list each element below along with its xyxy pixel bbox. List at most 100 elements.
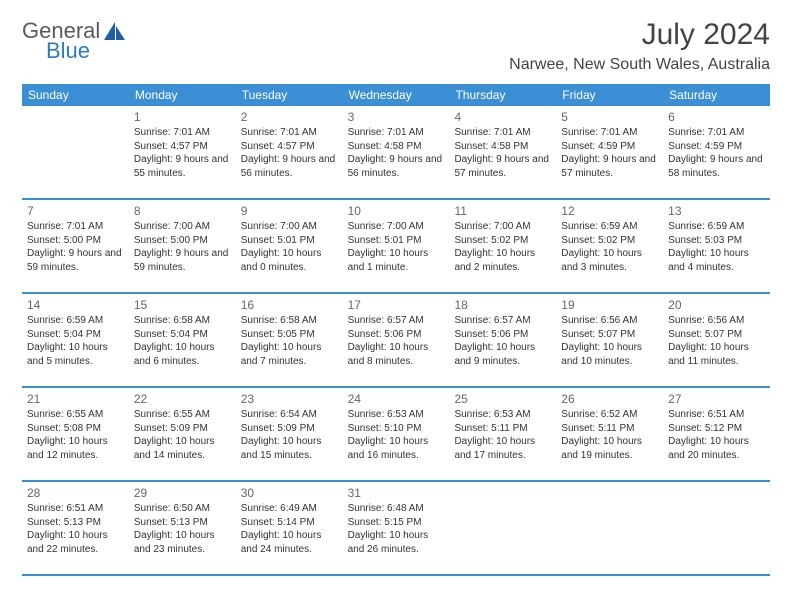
location: Narwee, New South Wales, Australia — [509, 56, 770, 74]
day-number: 29 — [134, 485, 231, 501]
month-title: July 2024 — [509, 18, 770, 52]
day-number: 14 — [27, 297, 124, 313]
day-number: 31 — [348, 485, 445, 501]
day-info: Sunrise: 6:53 AMSunset: 5:10 PMDaylight:… — [348, 408, 445, 462]
day-cell — [663, 482, 770, 574]
day-cell: 23Sunrise: 6:54 AMSunset: 5:09 PMDayligh… — [236, 388, 343, 480]
day-info: Sunrise: 6:51 AMSunset: 5:13 PMDaylight:… — [27, 502, 124, 556]
day-cell: 24Sunrise: 6:53 AMSunset: 5:10 PMDayligh… — [343, 388, 450, 480]
weekday-header: SundayMondayTuesdayWednesdayThursdayFrid… — [22, 84, 770, 106]
day-cell — [449, 482, 556, 574]
day-info: Sunrise: 6:58 AMSunset: 5:04 PMDaylight:… — [134, 314, 231, 368]
day-info: Sunrise: 7:01 AMSunset: 4:59 PMDaylight:… — [668, 126, 765, 180]
day-info: Sunrise: 6:56 AMSunset: 5:07 PMDaylight:… — [668, 314, 765, 368]
day-number: 24 — [348, 391, 445, 407]
day-cell: 15Sunrise: 6:58 AMSunset: 5:04 PMDayligh… — [129, 294, 236, 386]
header: General Blue July 2024 Narwee, New South… — [22, 18, 770, 74]
day-number: 16 — [241, 297, 338, 313]
day-number: 27 — [668, 391, 765, 407]
day-cell: 19Sunrise: 6:56 AMSunset: 5:07 PMDayligh… — [556, 294, 663, 386]
day-number: 22 — [134, 391, 231, 407]
day-info: Sunrise: 6:59 AMSunset: 5:02 PMDaylight:… — [561, 220, 658, 274]
day-cell: 16Sunrise: 6:58 AMSunset: 5:05 PMDayligh… — [236, 294, 343, 386]
day-cell: 25Sunrise: 6:53 AMSunset: 5:11 PMDayligh… — [449, 388, 556, 480]
day-cell: 11Sunrise: 7:00 AMSunset: 5:02 PMDayligh… — [449, 200, 556, 292]
weekday-label: Sunday — [22, 84, 129, 106]
day-number: 26 — [561, 391, 658, 407]
day-info: Sunrise: 7:00 AMSunset: 5:01 PMDaylight:… — [241, 220, 338, 274]
day-info: Sunrise: 6:57 AMSunset: 5:06 PMDaylight:… — [348, 314, 445, 368]
day-number: 21 — [27, 391, 124, 407]
day-cell: 4Sunrise: 7:01 AMSunset: 4:58 PMDaylight… — [449, 106, 556, 198]
day-info: Sunrise: 7:00 AMSunset: 5:02 PMDaylight:… — [454, 220, 551, 274]
day-number: 2 — [241, 109, 338, 125]
day-number: 1 — [134, 109, 231, 125]
day-info: Sunrise: 6:58 AMSunset: 5:05 PMDaylight:… — [241, 314, 338, 368]
day-info: Sunrise: 7:00 AMSunset: 5:00 PMDaylight:… — [134, 220, 231, 274]
day-number: 13 — [668, 203, 765, 219]
weekday-label: Wednesday — [343, 84, 450, 106]
day-cell: 28Sunrise: 6:51 AMSunset: 5:13 PMDayligh… — [22, 482, 129, 574]
day-cell: 8Sunrise: 7:00 AMSunset: 5:00 PMDaylight… — [129, 200, 236, 292]
day-cell: 9Sunrise: 7:00 AMSunset: 5:01 PMDaylight… — [236, 200, 343, 292]
day-number: 9 — [241, 203, 338, 219]
day-number: 6 — [668, 109, 765, 125]
day-info: Sunrise: 6:55 AMSunset: 5:09 PMDaylight:… — [134, 408, 231, 462]
day-cell — [556, 482, 663, 574]
day-number: 12 — [561, 203, 658, 219]
day-info: Sunrise: 6:56 AMSunset: 5:07 PMDaylight:… — [561, 314, 658, 368]
day-info: Sunrise: 6:48 AMSunset: 5:15 PMDaylight:… — [348, 502, 445, 556]
title-block: July 2024 Narwee, New South Wales, Austr… — [509, 18, 770, 74]
week-row: 7Sunrise: 7:01 AMSunset: 5:00 PMDaylight… — [22, 200, 770, 294]
day-number: 11 — [454, 203, 551, 219]
day-number: 20 — [668, 297, 765, 313]
day-cell: 14Sunrise: 6:59 AMSunset: 5:04 PMDayligh… — [22, 294, 129, 386]
day-cell: 5Sunrise: 7:01 AMSunset: 4:59 PMDaylight… — [556, 106, 663, 198]
day-cell: 22Sunrise: 6:55 AMSunset: 5:09 PMDayligh… — [129, 388, 236, 480]
week-row: 21Sunrise: 6:55 AMSunset: 5:08 PMDayligh… — [22, 388, 770, 482]
day-cell: 1Sunrise: 7:01 AMSunset: 4:57 PMDaylight… — [129, 106, 236, 198]
day-number: 25 — [454, 391, 551, 407]
day-info: Sunrise: 6:59 AMSunset: 5:03 PMDaylight:… — [668, 220, 765, 274]
day-info: Sunrise: 7:01 AMSunset: 4:57 PMDaylight:… — [134, 126, 231, 180]
brand-word-2: Blue — [46, 38, 90, 64]
day-info: Sunrise: 6:53 AMSunset: 5:11 PMDaylight:… — [454, 408, 551, 462]
day-cell: 30Sunrise: 6:49 AMSunset: 5:14 PMDayligh… — [236, 482, 343, 574]
day-cell: 6Sunrise: 7:01 AMSunset: 4:59 PMDaylight… — [663, 106, 770, 198]
day-info: Sunrise: 6:49 AMSunset: 5:14 PMDaylight:… — [241, 502, 338, 556]
day-cell: 3Sunrise: 7:01 AMSunset: 4:58 PMDaylight… — [343, 106, 450, 198]
weekday-label: Monday — [129, 84, 236, 106]
day-cell: 12Sunrise: 6:59 AMSunset: 5:02 PMDayligh… — [556, 200, 663, 292]
day-cell: 26Sunrise: 6:52 AMSunset: 5:11 PMDayligh… — [556, 388, 663, 480]
day-number: 17 — [348, 297, 445, 313]
day-number: 10 — [348, 203, 445, 219]
day-cell: 13Sunrise: 6:59 AMSunset: 5:03 PMDayligh… — [663, 200, 770, 292]
day-cell: 20Sunrise: 6:56 AMSunset: 5:07 PMDayligh… — [663, 294, 770, 386]
day-number: 8 — [134, 203, 231, 219]
weekday-label: Tuesday — [236, 84, 343, 106]
brand-logo: General Blue — [22, 18, 142, 68]
day-number: 7 — [27, 203, 124, 219]
sail-icon — [104, 22, 126, 45]
day-info: Sunrise: 7:01 AMSunset: 5:00 PMDaylight:… — [27, 220, 124, 274]
day-number: 30 — [241, 485, 338, 501]
day-number: 23 — [241, 391, 338, 407]
day-info: Sunrise: 6:50 AMSunset: 5:13 PMDaylight:… — [134, 502, 231, 556]
day-cell — [22, 106, 129, 198]
day-info: Sunrise: 6:52 AMSunset: 5:11 PMDaylight:… — [561, 408, 658, 462]
week-row: 14Sunrise: 6:59 AMSunset: 5:04 PMDayligh… — [22, 294, 770, 388]
day-info: Sunrise: 6:55 AMSunset: 5:08 PMDaylight:… — [27, 408, 124, 462]
day-cell: 31Sunrise: 6:48 AMSunset: 5:15 PMDayligh… — [343, 482, 450, 574]
day-cell: 17Sunrise: 6:57 AMSunset: 5:06 PMDayligh… — [343, 294, 450, 386]
day-cell: 27Sunrise: 6:51 AMSunset: 5:12 PMDayligh… — [663, 388, 770, 480]
weekday-label: Friday — [556, 84, 663, 106]
day-number: 15 — [134, 297, 231, 313]
day-info: Sunrise: 6:59 AMSunset: 5:04 PMDaylight:… — [27, 314, 124, 368]
day-cell: 10Sunrise: 7:00 AMSunset: 5:01 PMDayligh… — [343, 200, 450, 292]
day-cell: 2Sunrise: 7:01 AMSunset: 4:57 PMDaylight… — [236, 106, 343, 198]
day-cell: 21Sunrise: 6:55 AMSunset: 5:08 PMDayligh… — [22, 388, 129, 480]
day-info: Sunrise: 6:51 AMSunset: 5:12 PMDaylight:… — [668, 408, 765, 462]
day-info: Sunrise: 7:01 AMSunset: 4:59 PMDaylight:… — [561, 126, 658, 180]
day-info: Sunrise: 6:57 AMSunset: 5:06 PMDaylight:… — [454, 314, 551, 368]
week-row: 1Sunrise: 7:01 AMSunset: 4:57 PMDaylight… — [22, 106, 770, 200]
